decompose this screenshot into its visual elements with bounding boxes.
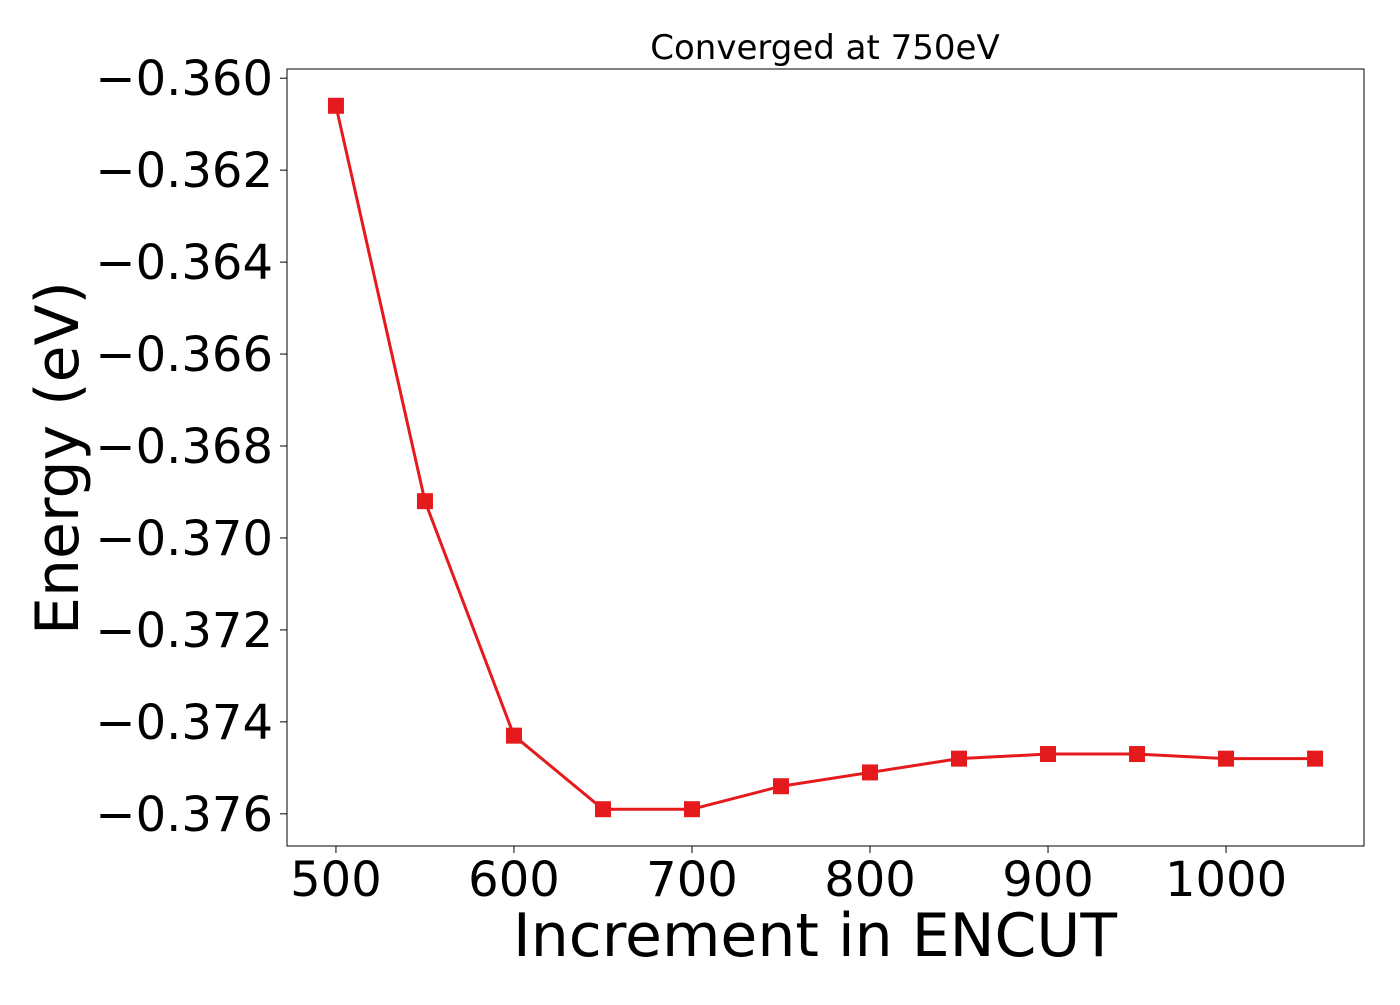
data-point [1218,750,1235,767]
x-tick-label: 700 [646,852,738,908]
data-point [1129,746,1146,763]
data-point [505,727,522,744]
data-point [683,801,700,818]
series-line [334,105,1316,811]
x-axis-title: Increment in ENCUT [513,901,1117,971]
y-tick-label: −0.364 [95,235,273,291]
data-point [772,778,789,795]
y-tick-label: −0.366 [95,327,273,383]
x-tick-label: 600 [468,852,560,908]
x-tick-label: 800 [824,852,916,908]
y-tick-label: −0.370 [95,511,273,567]
chart-title: Converged at 750eV [650,28,999,68]
data-point [327,97,344,114]
plot-area [327,97,1324,818]
plot-frame [286,68,1365,847]
y-tick-label: −0.374 [95,695,273,751]
data-point [1040,746,1057,763]
x-tick-label: 900 [1002,852,1094,908]
x-tick-label: 500 [290,852,382,908]
data-point [862,764,879,781]
y-axis-title: Energy (eV) [23,281,93,635]
data-point [594,801,611,818]
axes: 500 600 700 800 900 1000 −0.360 −0.362 −0.364 −0.… [95,51,1365,908]
data-point [951,750,968,767]
y-tick-label: −0.376 [95,787,273,843]
y-tick-label: −0.368 [95,419,273,475]
y-tick-label: −0.360 [95,51,273,107]
y-tick-label: −0.362 [95,143,273,199]
y-tick-label: −0.372 [95,603,273,659]
data-point [416,493,433,510]
x-tick-label: 1000 [1165,852,1287,908]
data-point [1307,750,1324,767]
